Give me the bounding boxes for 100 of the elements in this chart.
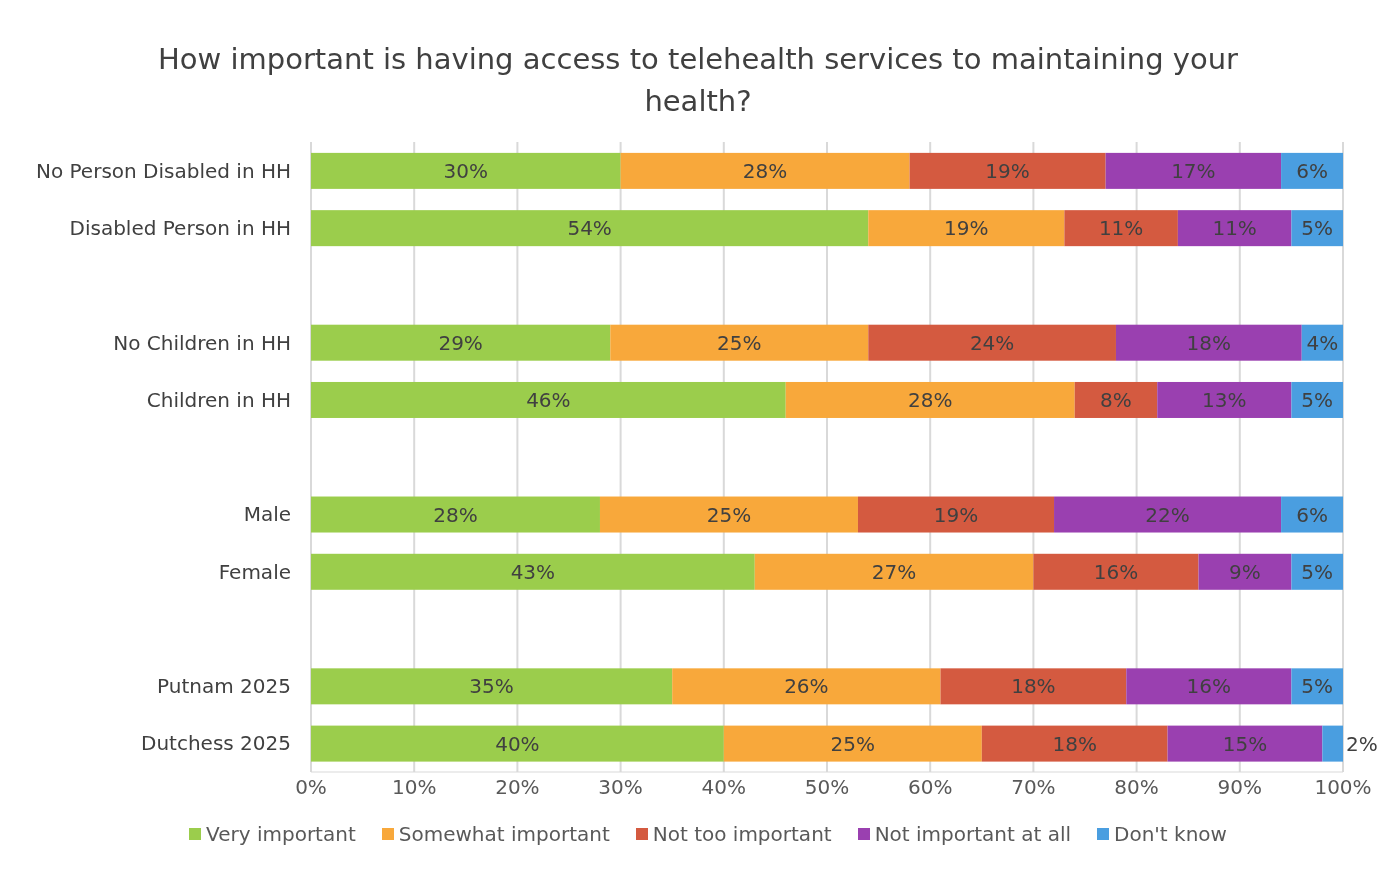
data-label: 5% [1301,674,1334,699]
data-label: 16% [1093,559,1139,584]
legend-label: Very important [206,822,356,846]
data-label: 9% [1229,559,1261,584]
bar [981,725,1168,762]
data-label: 27% [871,559,917,584]
data-label: 17% [1171,158,1216,183]
y-tick-label: Children in HH [146,387,291,412]
bar [868,210,1065,247]
bar [1115,324,1302,361]
data-label: 16% [1186,674,1232,699]
data-label: 43% [510,559,556,584]
bar [1064,210,1178,247]
bar [311,553,755,590]
data-label: 25% [706,502,752,527]
chart-title: How important is having access to telehealth services to maintaining your health? [157,41,1239,120]
bar [311,668,673,705]
bar [311,381,786,418]
data-label: 19% [944,216,989,241]
data-label: 40% [495,731,540,756]
data-label: 18% [1186,330,1232,355]
bar [940,668,1127,705]
data-label: 5% [1301,216,1334,241]
data-label: 4% [1306,330,1339,355]
data-label: 24% [969,330,1015,355]
data-label: 28% [433,502,478,527]
data-label: 25% [717,330,762,355]
legend-label: Not important at all [874,822,1072,846]
bar [1033,553,1199,590]
bar [1167,725,1323,762]
x-tick-label: 50% [804,775,850,800]
data-label: 22% [1145,502,1190,527]
data-label: 8% [1100,387,1132,412]
y-tick-label: Dutchess 2025 [141,731,291,756]
bar [311,725,724,762]
bar [1322,725,1343,762]
data-label: 15% [1222,731,1268,756]
data-label: 29% [438,330,483,355]
x-tick-label: 20% [495,775,540,800]
y-tick-label: Male [243,502,291,527]
bar [1157,381,1292,418]
data-label: 11% [1098,216,1144,241]
x-tick-label: 70% [1011,775,1056,800]
x-tick-label: 80% [1114,775,1159,800]
bar [1281,152,1343,189]
data-label: 19% [985,158,1030,183]
data-label: 11% [1212,216,1257,241]
legend-label: Not too important [652,822,832,846]
data-label: 18% [1011,674,1056,699]
bar [620,152,910,189]
data-label: 6% [1296,158,1328,183]
bar [599,496,858,533]
x-tick-label: 60% [907,775,953,800]
bar [1281,496,1343,533]
x-tick-label: 30% [598,775,643,800]
bar [1105,152,1282,189]
bar [672,668,941,705]
bar [311,324,611,361]
data-label: 19% [933,502,979,527]
x-tick-label: 40% [701,775,747,800]
data-label: 2% [1346,731,1378,756]
data-label: 28% [907,387,953,412]
bar [1126,668,1292,705]
bar [1198,553,1292,590]
bar [785,381,1075,418]
y-tick-label: No Children in HH [113,330,291,355]
bar [857,496,1055,533]
y-tick-label: Disabled Person in HH [69,216,291,241]
x-tick-label: 90% [1217,775,1263,800]
data-label: 18% [1052,731,1097,756]
bar [610,324,869,361]
bar [1054,496,1282,533]
legend-label: Don't know [1114,822,1227,846]
data-label: 26% [784,674,829,699]
data-label: 6% [1296,502,1328,527]
bar [754,553,1034,590]
bar [1177,210,1292,247]
bar [311,496,600,533]
y-tick-label: Putnam 2025 [157,674,291,699]
legend-label: Somewhat important [398,822,610,846]
y-tick-label: Female [218,559,291,584]
x-tick-label: 0% [295,775,327,800]
bar [311,152,621,189]
y-tick-label: No Person Disabled in HH [35,158,291,183]
data-label: 54% [567,216,612,241]
bar [909,152,1106,189]
bar [868,324,1116,361]
data-label: 28% [742,158,788,183]
bar [723,725,982,762]
bar [1074,381,1158,418]
data-label: 30% [443,158,489,183]
x-tick-label: 100% [1314,775,1372,800]
data-label: 35% [469,674,514,699]
x-tick-label: 10% [391,775,437,800]
data-label: 13% [1202,387,1247,412]
bar [311,210,869,247]
data-label: 25% [830,731,876,756]
data-label: 5% [1301,559,1334,584]
data-label: 46% [526,387,571,412]
data-label: 5% [1301,387,1334,412]
